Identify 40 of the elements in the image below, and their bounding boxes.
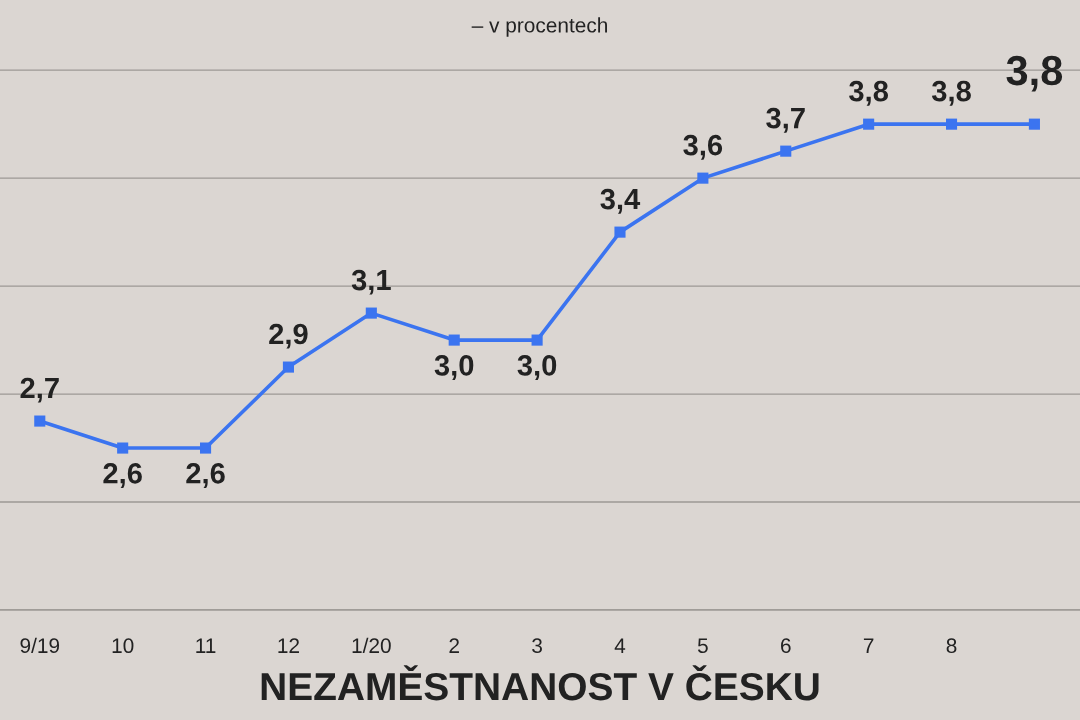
x-tick-label: 10 — [112, 638, 134, 654]
point — [531, 334, 543, 346]
point — [780, 145, 792, 157]
data-label: 3,8 — [1006, 55, 1063, 92]
data-label: 3,8 — [931, 80, 971, 106]
x-tick-label: 5 — [697, 638, 708, 654]
point — [1028, 118, 1040, 130]
data-label: 3,6 — [683, 134, 723, 160]
point — [697, 172, 709, 184]
text: – v procentech — [471, 17, 607, 37]
data-label: 2,9 — [269, 323, 308, 349]
text: NEZAMĚSTNANOST V ČESKU — [261, 665, 819, 701]
point — [282, 361, 294, 373]
x-tick-label: 6 — [781, 638, 791, 654]
point — [863, 118, 875, 130]
x-tick-label: 4 — [614, 638, 626, 653]
point — [945, 118, 958, 130]
x-tick-label: 12 — [278, 638, 299, 653]
x-tick-label: 7 — [863, 638, 874, 653]
x-tick-label: 11 — [196, 638, 216, 653]
data-label: 3,4 — [600, 188, 641, 214]
x-tick-label: 8 — [946, 638, 957, 654]
x-tick-label: 3 — [532, 638, 542, 654]
data-label: 2,7 — [20, 377, 59, 403]
x-tick-label: 1/20 — [352, 637, 391, 654]
point — [448, 334, 460, 346]
point — [365, 307, 377, 319]
data-label: 2,6 — [103, 463, 142, 488]
data-label: 3,0 — [434, 355, 474, 380]
data-label: 3,1 — [351, 269, 391, 295]
point — [34, 415, 46, 427]
x-tick-label: 9/19 — [20, 637, 60, 654]
point — [117, 442, 129, 454]
data-label: 2,6 — [186, 463, 225, 488]
data-label: 3,7 — [766, 107, 805, 133]
data-label: 3,0 — [517, 355, 557, 380]
point — [200, 442, 212, 454]
point — [614, 226, 626, 238]
x-tick-label: 2 — [449, 638, 459, 653]
data-label: 3,8 — [849, 80, 889, 106]
